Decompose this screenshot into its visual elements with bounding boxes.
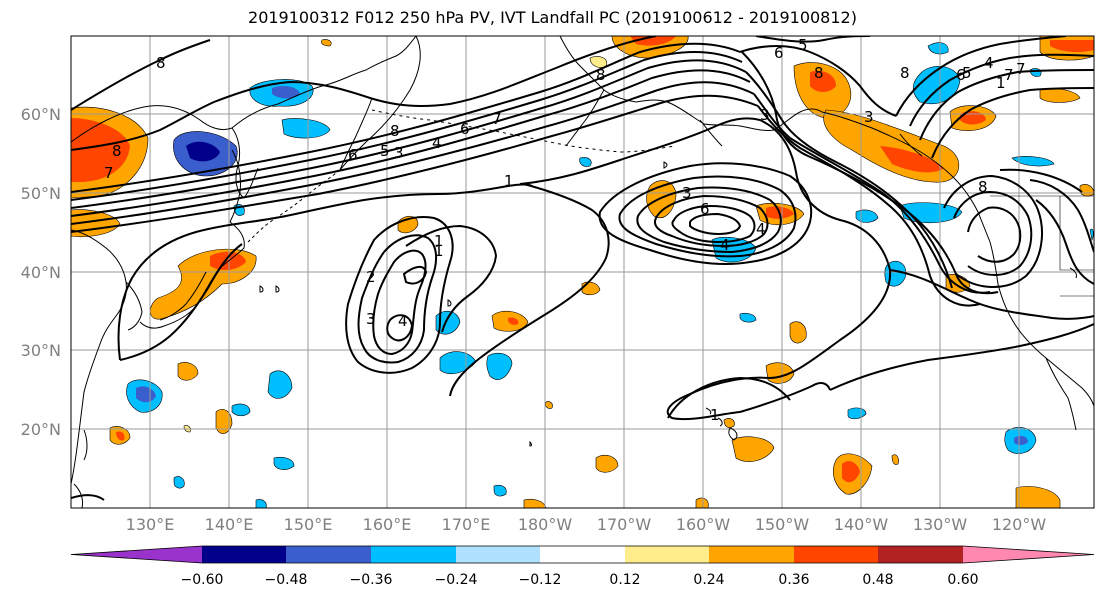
contour-label: 5: [380, 142, 390, 160]
colorbar-swatches: [70, 545, 1095, 564]
map-border: [70, 35, 1095, 509]
contour-label: 5: [962, 64, 972, 82]
longitude-labels: 130°E 140°E 150°E 160°E 170°E 180°W 170°…: [126, 515, 1047, 534]
contour-label: 6: [774, 44, 784, 62]
colorbar-outline: [70, 545, 1095, 564]
contour-labels: 8 6 5 8 8 8 7 6 5 4 3 8 7 6 4 3 1 1 2 3 …: [104, 36, 1026, 424]
map-title: 2019100312 F012 250 hPa PV, IVT Landfall…: [248, 8, 857, 27]
colorbar: −0.60 −0.48 −0.36 −0.24 −0.12 0.12 0.24 …: [70, 545, 1095, 588]
contour-label: 8: [390, 122, 400, 140]
contour-label: 3: [760, 106, 770, 124]
colorbar-label: 0.60: [947, 572, 978, 588]
contour-label: 1: [504, 172, 514, 190]
contour-label: 3: [366, 310, 376, 328]
contour-label: 7: [1004, 66, 1014, 84]
lon-label: 150°W: [755, 515, 810, 534]
contour-label: 5: [798, 36, 808, 54]
coastlines: [71, 36, 1094, 508]
colorbar-swatch: [794, 546, 878, 563]
colorbar-label: −0.60: [181, 572, 224, 588]
colorbar-label: 0.36: [778, 572, 809, 588]
lon-label: 180°W: [518, 515, 573, 534]
lon-label: 130°E: [126, 515, 175, 534]
colorbar-swatch: [878, 546, 963, 563]
contour-label: 1: [434, 242, 444, 260]
contour-label: 7: [492, 110, 502, 128]
colorbar-swatch: [371, 546, 456, 563]
lat-label: 30°N: [21, 341, 61, 360]
lon-label: 170°W: [597, 515, 652, 534]
contour-label: 8: [900, 64, 910, 82]
colorbar-label: 0.48: [862, 572, 893, 588]
lon-label: 160°W: [676, 515, 731, 534]
contour-label: 6: [956, 66, 966, 84]
colorbar-label: −0.36: [350, 572, 393, 588]
map-content: 8 6 5 8 8 8 7 6 5 4 3 8 7 6 4 3 1 1 2 3 …: [71, 36, 1094, 508]
contour-label: 1: [996, 74, 1006, 92]
colorbar-swatch: [709, 546, 794, 563]
lat-label: 20°N: [21, 420, 61, 439]
graticule: [71, 36, 1094, 508]
contour-label: 6: [348, 146, 358, 164]
contour-label: 4: [398, 312, 408, 330]
colorbar-swatch: [456, 546, 540, 563]
colorbar-label: −0.48: [265, 572, 308, 588]
colorbar-swatch: [71, 546, 202, 563]
lon-label: 130°W: [913, 515, 968, 534]
lon-label: 120°W: [992, 515, 1047, 534]
contour-label: 3: [394, 144, 404, 162]
colorbar-swatch: [963, 546, 1094, 563]
colorbar-swatch: [625, 546, 709, 563]
contour-label: 4: [984, 54, 994, 72]
lat-label: 40°N: [21, 263, 61, 282]
contour-label: 3: [682, 184, 692, 202]
lon-label: 140°W: [834, 515, 889, 534]
lon-label: 160°E: [363, 515, 412, 534]
contour-label: 1: [710, 406, 720, 424]
lat-label: 50°N: [21, 184, 61, 203]
contour-label: 8: [814, 64, 824, 82]
lon-label: 140°E: [205, 515, 254, 534]
colorbar-label: 0.12: [609, 572, 640, 588]
colorbar-swatch: [286, 546, 371, 563]
contour-label: 1: [434, 232, 444, 250]
contour-label: 2: [366, 268, 376, 286]
lat-label: 60°N: [21, 105, 61, 124]
contour-label: 8: [978, 178, 988, 196]
contour-label: 6: [460, 120, 470, 138]
colorbar-label: −0.24: [435, 572, 478, 588]
colorbar-swatch: [202, 546, 286, 563]
contour-label: 6: [700, 200, 710, 218]
contour-label: 4: [720, 236, 730, 254]
contour-label: 4: [432, 134, 442, 152]
colorbar-swatch: [540, 546, 625, 563]
contour-label: 7: [1016, 60, 1026, 78]
colorbar-tick-labels: −0.60 −0.48 −0.36 −0.24 −0.12 0.12 0.24 …: [181, 572, 979, 588]
colorbar-label: 0.24: [693, 572, 724, 588]
lon-label: 170°E: [442, 515, 491, 534]
colorbar-label: −0.12: [519, 572, 562, 588]
contour-label: 8: [596, 66, 606, 84]
latitude-labels: 60°N 50°N 40°N 30°N 20°N: [21, 105, 61, 439]
contour-label: 8: [112, 142, 122, 160]
contour-label: 4: [756, 220, 766, 238]
contour-label: 7: [104, 164, 114, 182]
lon-label: 150°E: [284, 515, 333, 534]
contour-label: 3: [864, 108, 874, 126]
contour-label: 8: [156, 54, 166, 72]
